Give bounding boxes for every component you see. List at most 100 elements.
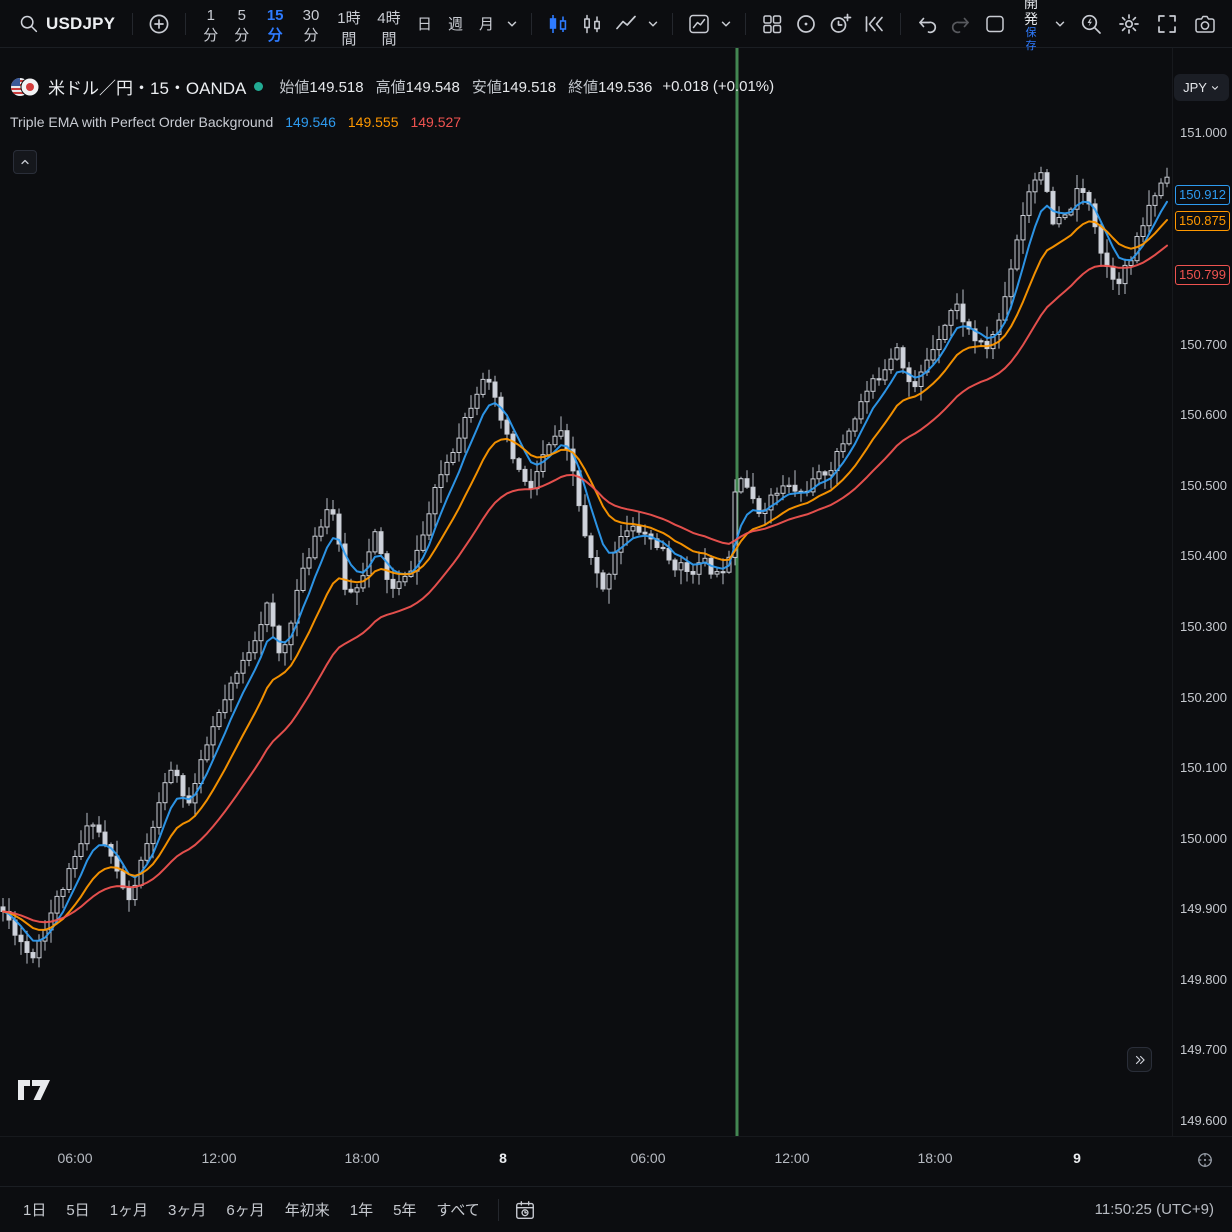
settings-button[interactable]: [1112, 7, 1146, 41]
change-value: +0.018 (+0.01%): [662, 78, 775, 95]
tradingview-logo[interactable]: [16, 1076, 54, 1109]
go-to-date-icon: [515, 1200, 534, 1219]
price-tick-7: 150.100: [1180, 760, 1227, 776]
time-label-6: 18:00: [917, 1150, 953, 1166]
save-label: 保存: [1025, 26, 1037, 52]
toolbar-divider: [745, 12, 746, 35]
chart-style-line-button[interactable]: [609, 7, 643, 41]
indicators-icon: [689, 14, 709, 33]
interval-button-2[interactable]: 15分: [257, 7, 293, 44]
toolbar-divider: [900, 12, 901, 35]
price-tick-0: 151.000: [1180, 125, 1227, 140]
interval-button-8[interactable]: 月: [471, 7, 502, 41]
dev-label: 開発: [1024, 0, 1038, 27]
range-button-3[interactable]: 3ヶ月: [159, 1195, 215, 1224]
go-to-date-button[interactable]: [508, 1193, 542, 1227]
interval-button-4[interactable]: 1時間: [329, 7, 369, 48]
indicator-templates-button[interactable]: [755, 7, 789, 41]
ohlc-value: 149.536: [598, 79, 653, 96]
interval-button-5[interactable]: 4時間: [369, 7, 409, 48]
time-label-1: 12:00: [201, 1150, 237, 1166]
price-tick-9: 149.900: [1180, 901, 1227, 917]
chevron-down-icon: [1055, 21, 1065, 26]
indicators-caret-button[interactable]: [716, 7, 736, 41]
price-tick-1: 150.700: [1180, 336, 1227, 352]
chevron-down-icon: [648, 21, 658, 26]
ohlc-item-2: 安値149.518: [472, 76, 556, 97]
ema-price-label-0: 150.912: [1175, 185, 1230, 206]
range-button-5[interactable]: 年初来: [276, 1195, 339, 1224]
interval-caret-button[interactable]: [502, 7, 522, 41]
price-axis[interactable]: 151.000 150.700 150.600 150.500 150.400 150.3…: [1172, 48, 1232, 1136]
range-button-2[interactable]: 1ヶ月: [101, 1195, 157, 1224]
ohlc-item-1: 高値149.548: [376, 76, 460, 97]
quick-search-bolt-icon: [1081, 14, 1101, 34]
bottom-toolbar: 1日 5日 1ヶ月 3ヶ月 6ヶ月 年初来 1年 5年 すべて 11:50:25 (UTC+9): [0, 1186, 1232, 1232]
interval-button-3[interactable]: 30分: [293, 7, 329, 44]
chart-legend: 米ドル／円・15・OANDA 始値149.518 高値149.548 安値149.5…: [10, 74, 774, 130]
snapshot-button[interactable]: [1188, 7, 1222, 41]
indicator-title[interactable]: Triple EMA with Perfect Order Background: [10, 114, 274, 130]
save-caret-button[interactable]: [1050, 7, 1070, 41]
time-label-4: 06:00: [630, 1150, 666, 1166]
chart-style-hollow-button[interactable]: [575, 7, 609, 41]
create-alert-button[interactable]: [823, 7, 857, 41]
candles-icon: [549, 14, 567, 33]
hollow-candles-icon: [584, 14, 600, 33]
range-button-8[interactable]: すべて: [427, 1195, 488, 1224]
fullscreen-button[interactable]: [1150, 7, 1184, 41]
indicators-button[interactable]: [682, 7, 716, 41]
range-button-7[interactable]: 5年: [384, 1195, 425, 1224]
ohlc-item-3: 終値149.536: [568, 76, 652, 97]
range-button-1[interactable]: 5日: [57, 1195, 98, 1224]
ohlc-label: 終値: [568, 79, 599, 96]
ema-line-2: [2, 244, 1168, 924]
candle-wicks: [2, 166, 1168, 968]
interval-button-0[interactable]: 1分: [195, 7, 226, 44]
currency-label: JPY: [1183, 80, 1207, 95]
axis-settings-button[interactable]: [1192, 1147, 1218, 1173]
interval-button-7[interactable]: 週: [440, 7, 471, 41]
ema-price-label-2: 150.799: [1175, 264, 1230, 285]
circle-tool-button[interactable]: [789, 7, 823, 41]
interval-button-1[interactable]: 5分: [226, 7, 257, 44]
toolbar-divider: [531, 12, 532, 35]
price-tick-2: 150.600: [1180, 407, 1227, 423]
alert-clock-plus-icon: [830, 13, 852, 33]
ohlc-label: 安値: [471, 79, 502, 96]
clock-label[interactable]: 11:50:25 (UTC+9): [1094, 1201, 1214, 1218]
toolbar-divider: [185, 12, 187, 35]
quick-search-button[interactable]: [1074, 7, 1108, 41]
redo-button[interactable]: [944, 7, 978, 41]
toolbar-divider: [497, 1198, 499, 1221]
fullscreen-icon: [1158, 14, 1176, 33]
symbol-title[interactable]: 米ドル／円・15・OANDA: [48, 79, 247, 98]
redo-icon: [951, 17, 969, 33]
ohlc-value: 149.548: [405, 79, 460, 96]
range-button-0[interactable]: 1日: [14, 1195, 55, 1224]
range-button-4[interactable]: 6ヶ月: [217, 1195, 273, 1224]
compare-add-button[interactable]: [142, 7, 176, 41]
legend-collapse-chevron-icon: [21, 159, 29, 165]
chart-style-caret-button[interactable]: [643, 7, 663, 41]
bar-replay-button[interactable]: [857, 7, 891, 41]
circle-tool-icon: [797, 14, 815, 33]
undo-button[interactable]: [910, 7, 944, 41]
time-axis[interactable]: 06:00 12:00 18:00 8 06:00 12:00 18:00 9: [0, 1136, 1232, 1186]
chart-style-candles-button[interactable]: [541, 7, 575, 41]
currency-button[interactable]: JPY: [1174, 74, 1229, 101]
axis-settings-icon: [1198, 1153, 1212, 1167]
price-tick-11: 149.700: [1180, 1042, 1227, 1058]
interval-button-6[interactable]: 日: [409, 7, 440, 41]
legend-symbol-row: 米ドル／円・15・OANDA 始値149.518 高値149.548 安値149.5…: [10, 74, 774, 99]
time-label-5: 12:00: [774, 1150, 810, 1166]
legend-collapse-button[interactable]: [13, 150, 37, 174]
layout-select-button[interactable]: [978, 7, 1012, 41]
save-layout-button[interactable]: 開発 保存: [1016, 0, 1046, 52]
symbol-search-button[interactable]: USDJPY: [10, 6, 123, 42]
scroll-to-recent-button[interactable]: [1127, 1047, 1152, 1072]
main-chart[interactable]: [0, 48, 1172, 1136]
range-button-6[interactable]: 1年: [341, 1195, 382, 1224]
indicator-values: 149.546 149.555 149.527: [285, 114, 461, 130]
